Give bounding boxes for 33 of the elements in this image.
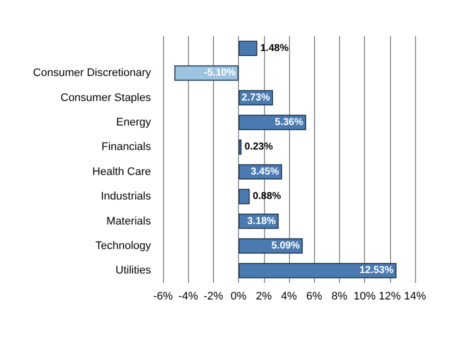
data-label: 1.48% xyxy=(260,42,289,54)
y-tick-label: Health Care xyxy=(92,166,151,178)
data-label: 5.36% xyxy=(274,116,304,128)
x-tick-label: 4% xyxy=(281,290,298,302)
data-label: 2.73% xyxy=(242,92,270,104)
y-tick-label: Financials xyxy=(101,141,152,154)
x-tick-label: -6% xyxy=(153,290,173,302)
y-tick-label: Consumer Staples xyxy=(60,92,152,104)
x-tick-label: 12% xyxy=(378,290,402,302)
x-tick-label: 8% xyxy=(331,290,348,302)
x-tick-label: -2% xyxy=(204,290,224,302)
y-tick-label: Technology xyxy=(95,240,152,252)
y-tick-label: Energy xyxy=(116,116,152,128)
bar xyxy=(238,188,250,204)
data-label: 5.09% xyxy=(271,240,300,252)
data-label: 12.53% xyxy=(360,265,394,276)
x-tick-label: 10% xyxy=(354,290,376,302)
data-label: 3.18% xyxy=(247,216,276,227)
x-tick-label: 6% xyxy=(306,290,322,302)
bar xyxy=(238,40,258,56)
bar xyxy=(238,262,396,278)
x-tick-label: 2% xyxy=(256,290,272,302)
data-label: 3.45% xyxy=(250,166,280,178)
x-tick-label: -4% xyxy=(178,290,198,302)
y-tick-label: Utilities xyxy=(116,264,152,277)
data-label: -5.10% xyxy=(204,68,236,79)
y-tick-label: Materials xyxy=(106,215,152,228)
x-tick-label: 0% xyxy=(230,290,247,302)
data-label: 0.88% xyxy=(252,191,282,202)
y-tick-label: Consumer Discretionary xyxy=(33,67,152,80)
x-tick-label: 14% xyxy=(404,290,426,302)
data-label: 0.23% xyxy=(244,142,273,153)
y-tick-label: Industrials xyxy=(100,190,152,203)
